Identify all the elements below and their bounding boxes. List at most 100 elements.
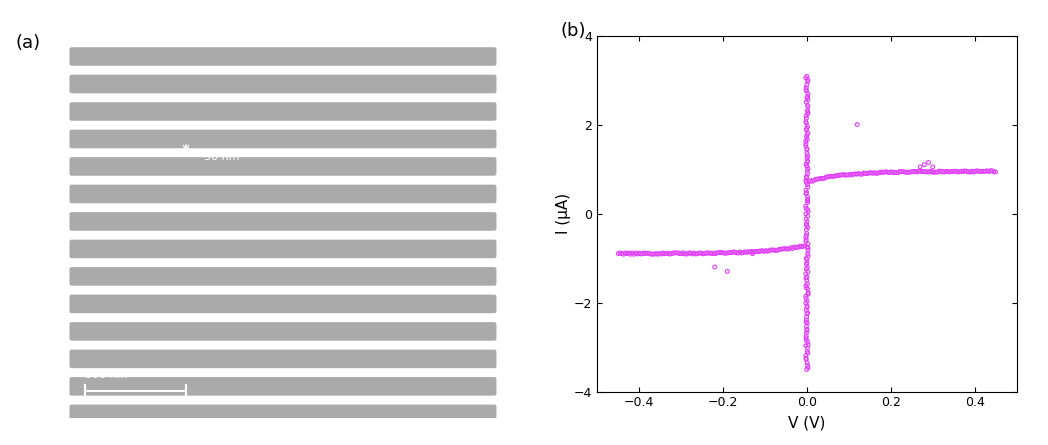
Point (798, 120, 814, 127)
Point (799, 348, 815, 355)
Point (799, 218, 815, 225)
Point (800, 213, 816, 220)
Point (799, 154, 815, 162)
Point (748, 248, 765, 255)
Point (719, 268, 736, 275)
Point (798, 126, 814, 134)
Point (920, 168, 937, 175)
Point (799, 174, 815, 181)
Point (800, 196, 816, 203)
Point (927, 169, 944, 176)
Point (799, 232, 815, 239)
FancyBboxPatch shape (69, 157, 497, 176)
Point (917, 168, 934, 175)
Point (799, 150, 815, 157)
Point (799, 94, 815, 101)
Point (800, 194, 816, 201)
Point (734, 250, 750, 257)
Point (799, 145, 815, 152)
Point (798, 138, 814, 145)
Point (798, 186, 814, 194)
Point (715, 249, 732, 256)
Point (631, 250, 648, 257)
Point (816, 174, 833, 182)
Point (798, 265, 814, 272)
Point (895, 168, 912, 175)
Point (627, 249, 643, 256)
Point (796, 242, 813, 249)
Point (909, 169, 925, 176)
Point (798, 295, 814, 302)
Point (881, 169, 898, 176)
Point (799, 230, 815, 237)
Point (864, 170, 880, 177)
Point (934, 168, 951, 175)
Point (762, 247, 779, 254)
Point (798, 86, 814, 93)
Point (615, 251, 632, 258)
Point (799, 173, 815, 180)
Point (912, 168, 929, 175)
Point (963, 168, 980, 175)
Point (800, 349, 816, 356)
Point (800, 309, 816, 316)
Point (873, 169, 890, 176)
Point (800, 76, 816, 83)
Point (798, 190, 814, 197)
Point (677, 251, 694, 258)
FancyBboxPatch shape (69, 405, 497, 423)
Point (799, 310, 815, 317)
Point (783, 244, 800, 251)
Point (767, 247, 784, 254)
Point (869, 170, 886, 177)
Point (799, 256, 815, 263)
Point (776, 245, 792, 252)
Point (759, 247, 776, 255)
Point (778, 245, 794, 252)
Point (800, 78, 816, 85)
Point (650, 251, 667, 258)
Point (958, 168, 975, 175)
Point (798, 205, 814, 212)
Point (799, 81, 815, 88)
Point (798, 334, 814, 341)
Point (798, 356, 814, 363)
Point (799, 189, 815, 196)
Point (800, 291, 816, 298)
Point (799, 304, 815, 311)
Point (966, 168, 983, 175)
Point (798, 210, 814, 218)
Point (798, 323, 814, 330)
FancyBboxPatch shape (69, 47, 497, 66)
Point (621, 251, 638, 258)
Point (924, 169, 941, 176)
Point (800, 362, 816, 369)
Point (786, 243, 803, 251)
Point (914, 168, 931, 175)
Point (664, 250, 681, 257)
FancyBboxPatch shape (69, 185, 497, 203)
Point (830, 172, 847, 179)
Point (987, 168, 1004, 175)
Point (901, 169, 918, 176)
Point (704, 250, 721, 257)
Point (713, 249, 729, 256)
Point (696, 250, 713, 257)
Point (798, 84, 814, 91)
Point (985, 168, 1002, 175)
Point (828, 172, 845, 179)
Point (809, 175, 826, 182)
Point (682, 249, 699, 256)
Point (840, 171, 857, 178)
Point (747, 248, 764, 255)
Point (800, 110, 816, 117)
Point (850, 170, 867, 177)
Point (857, 170, 874, 177)
Point (965, 169, 982, 176)
Point (798, 177, 814, 184)
Point (799, 329, 815, 336)
Point (799, 222, 815, 229)
Point (799, 243, 815, 251)
Point (800, 96, 816, 103)
Point (766, 247, 783, 254)
